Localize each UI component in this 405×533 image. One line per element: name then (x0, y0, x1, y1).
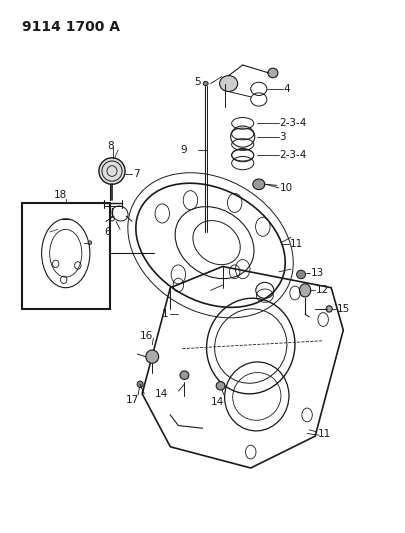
Ellipse shape (220, 76, 238, 92)
Text: 11: 11 (318, 429, 331, 439)
Ellipse shape (299, 284, 311, 297)
Ellipse shape (268, 68, 278, 78)
Ellipse shape (88, 241, 92, 245)
Text: 9: 9 (181, 145, 187, 155)
Ellipse shape (216, 382, 225, 390)
Text: 7: 7 (133, 169, 140, 179)
Ellipse shape (146, 350, 159, 364)
Text: 12: 12 (316, 285, 329, 295)
Text: 1: 1 (162, 309, 169, 319)
Text: 13: 13 (311, 269, 324, 278)
Text: 2-3-4: 2-3-4 (279, 150, 306, 160)
Ellipse shape (180, 371, 189, 379)
Text: 16: 16 (140, 332, 153, 342)
Ellipse shape (99, 158, 125, 184)
Text: 11: 11 (290, 239, 303, 249)
Text: 5: 5 (194, 77, 200, 87)
Ellipse shape (137, 381, 143, 387)
Ellipse shape (253, 179, 265, 190)
Ellipse shape (203, 82, 208, 86)
Text: 14: 14 (211, 397, 224, 407)
Text: 18: 18 (54, 190, 68, 200)
Text: 9114 1700 A: 9114 1700 A (21, 20, 119, 34)
Text: 6: 6 (104, 227, 111, 237)
Ellipse shape (296, 270, 305, 279)
Ellipse shape (326, 306, 332, 312)
Text: 14: 14 (155, 389, 168, 399)
Text: 15: 15 (337, 304, 350, 314)
Text: 8: 8 (107, 141, 114, 151)
Text: 10: 10 (280, 183, 293, 193)
FancyBboxPatch shape (21, 203, 110, 309)
Text: 3: 3 (279, 132, 286, 142)
Text: 17: 17 (126, 395, 139, 405)
Text: 4: 4 (283, 84, 290, 94)
Text: 2-3-4: 2-3-4 (279, 118, 306, 128)
